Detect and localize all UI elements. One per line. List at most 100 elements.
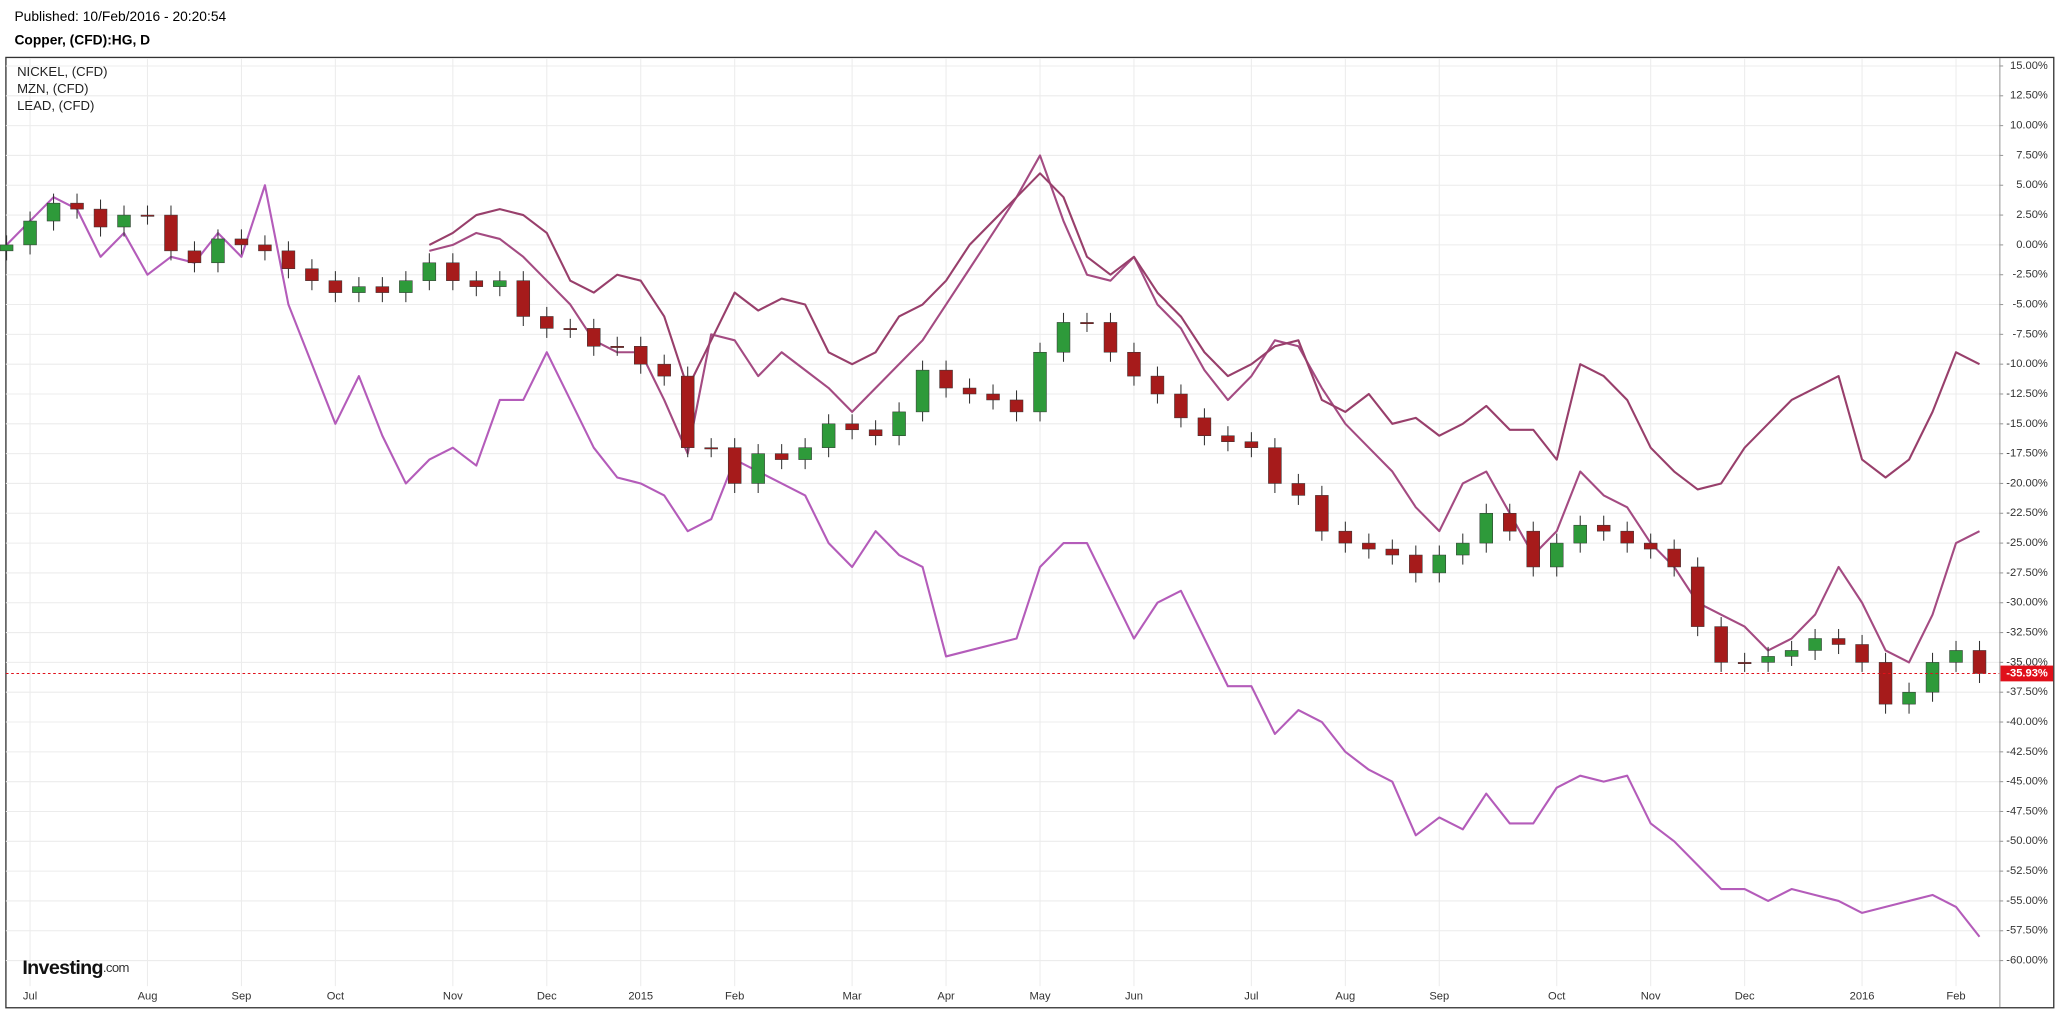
candle-body [1221,435,1235,442]
x-tick-label: Nov [1641,991,1661,1003]
x-tick-label: Aug [138,991,158,1003]
y-tick-label: -60.00% [2006,955,2048,967]
candle-body [1150,375,1165,395]
published: Published: 10/Feb/2016 - 20:20:54 [14,9,226,24]
candle-body [1620,530,1634,544]
candle-body [634,346,648,365]
candle-body [704,447,718,450]
x-tick-label: Nov [443,991,463,1003]
candle-body [1550,542,1564,568]
candle-body [751,453,765,484]
y-tick-label: -22.50% [2006,507,2048,519]
x-tick-label: Apr [937,991,955,1003]
y-tick-label: -5.00% [2012,298,2047,310]
x-tick-label: Oct [327,991,345,1003]
candle-body [1479,513,1493,544]
marks [0,154,2000,938]
candle-body [70,202,84,210]
candle-body [258,244,272,252]
candle-body [986,393,1000,401]
candle-body [1902,691,1916,705]
candle-body [422,262,437,281]
candle-body [375,286,390,293]
candle-body [1949,650,1963,663]
candle-body [845,423,859,431]
candle-body [1103,322,1118,353]
candle-body [1244,441,1259,448]
x-tick-label: Dec [1735,991,1755,1003]
logo: Investing.com [22,957,129,979]
y-tick-label: -47.50% [2006,805,2048,817]
candle-body [1268,447,1282,484]
x-tick-label: Dec [537,991,557,1003]
y-tick-label: -42.50% [2006,746,2048,758]
candle-body [892,411,906,437]
candle-body [1737,662,1752,664]
x-tick-label: Oct [1548,991,1566,1003]
candle-body [915,369,930,413]
x-tick-label: Sep [1429,991,1449,1003]
candle-body [1056,322,1071,353]
candle-body [1855,644,1869,663]
chart-title: Copper, (CFD):HG, D [14,33,150,48]
y-tick-label: -7.50% [2012,328,2047,340]
candle-body [1009,399,1024,413]
candle-body [1456,542,1470,556]
y-tick-label: -32.50% [2006,627,2048,639]
candle-body [1338,530,1353,544]
candle-body [1315,495,1329,532]
x-tick-label: 2016 [1850,991,1875,1003]
candle-body [23,220,37,246]
y-tick-label: -52.50% [2006,865,2048,877]
candle-body [1573,524,1587,544]
candle-body [187,250,202,264]
x-tick-label: Mar [843,991,862,1003]
candle-body [1784,650,1799,657]
candle-body [1080,322,1094,325]
y-tick-label: 0.00% [2016,239,2048,251]
x-tick-label: Jun [1125,991,1143,1003]
candle-body [1197,417,1212,437]
candle-body [939,369,953,389]
candle-body [1972,650,1987,674]
y-tick-label: -27.50% [2006,567,2048,579]
candle-body [1174,393,1188,419]
candle-body [516,280,531,317]
candle-body [1878,662,1893,705]
candle-body [1925,662,1940,693]
candle-body [1432,554,1447,574]
y-tick-label: -10.00% [2006,358,2048,370]
y-tick-label: -12.50% [2006,388,2048,400]
y-tick-label: 5.00% [2016,179,2048,191]
series-line [5,184,1981,938]
y-tick-label: -17.50% [2006,448,2048,460]
candle-body [469,280,484,287]
candle-body [1761,656,1775,663]
candle-body [234,238,249,246]
y-tick-label: -20.00% [2006,477,2048,489]
candle-body [1667,548,1681,568]
candle-body [1127,351,1141,377]
candle-body [1503,513,1517,532]
candle-body [821,423,836,448]
y-tick-label: -2.50% [2012,269,2047,281]
x-tick-label: Feb [1946,991,1965,1003]
candle-body [328,280,343,293]
candle-body [493,280,507,287]
candle-body [868,429,883,437]
x-tick-label: May [1029,991,1050,1003]
candle-body [680,375,695,448]
y-tick-label: -50.00% [2006,835,2048,847]
candle-body [352,286,366,293]
grid [5,58,2004,987]
logo-text: Investing [22,957,103,979]
y-tick-label: -15.00% [2006,418,2048,430]
y-tick-label: 15.00% [2010,60,2048,72]
y-tick-label: 10.00% [2010,120,2048,132]
y-tick-label: 12.50% [2010,90,2048,102]
y-tick-label: -35.00% [2006,656,2048,668]
last-price-box [2000,665,2054,682]
candle-body [563,328,577,330]
candle-body [1808,638,1822,651]
